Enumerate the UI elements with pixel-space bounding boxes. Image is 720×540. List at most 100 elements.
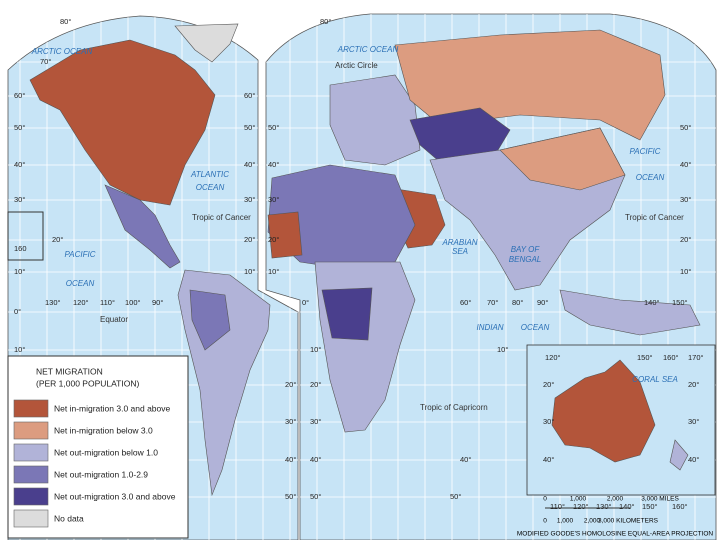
west-africa (267, 211, 303, 259)
coordinate-label: 140° (619, 502, 635, 511)
coordinate-label: 30° (285, 417, 296, 426)
coordinate-label: 90° (537, 298, 548, 307)
legend-label: No data (54, 513, 84, 523)
legend-swatch (13, 399, 49, 418)
scale-miles: 2,000 (607, 496, 624, 503)
coordinate-label: 50° (680, 123, 691, 132)
coordinate-label: 110° (550, 502, 565, 511)
coordinate-label: 150° (637, 353, 653, 362)
coordinate-label: 10° (680, 267, 691, 276)
ocean-label: PACIFIC (630, 147, 661, 156)
coordinate-label: 40° (14, 160, 25, 169)
coordinate-label: 40° (310, 455, 321, 464)
coordinate-label: 40° (285, 455, 296, 464)
legend-label: Net in-migration below 3.0 (54, 425, 153, 435)
ocean-label: OCEAN (636, 173, 665, 182)
north-america (29, 39, 216, 206)
coordinate-label: 100° (125, 298, 141, 307)
legend-swatch (13, 487, 49, 506)
coordinate-label: 150° (642, 502, 658, 511)
coordinate-label: 60° (14, 91, 25, 100)
ocean-label: ARABIAN (441, 238, 477, 247)
coordinate-label: 160° (672, 502, 688, 511)
scale-kilometers: 2,000 (584, 518, 601, 525)
coordinate-label: 40° (268, 160, 279, 169)
coordinate-label: 20° (688, 380, 699, 389)
coordinate-label: 20° (680, 235, 691, 244)
coordinate-label: 110° (100, 298, 115, 307)
coordinate-label: 90° (152, 298, 163, 307)
legend-label: Net out-migration below 1.0 (54, 447, 158, 457)
coordinate-label: 50° (14, 123, 25, 132)
coordinate-label: 10° (497, 345, 508, 354)
line-label: Tropic of Capricorn (420, 403, 488, 412)
ocean-label: ARCTIC OCEAN (31, 47, 93, 56)
coordinate-label: 80° (60, 17, 71, 26)
greenland (174, 23, 239, 63)
coordinate-label: 30° (14, 195, 25, 204)
coordinate-label: 0° (14, 307, 21, 316)
line-label: Equator (100, 315, 128, 324)
coordinate-label: 40° (460, 455, 471, 464)
ocean-label: INDIAN (476, 323, 503, 332)
coordinate-label: 0° (302, 298, 309, 307)
legend-items: Net in-migration 3.0 and above Net in-mig… (13, 399, 176, 528)
coordinate-label: 120° (73, 298, 89, 307)
ocean-label: ATLANTIC (190, 170, 229, 179)
coordinate-label: 20° (52, 235, 63, 244)
coordinate-label: 30° (688, 417, 699, 426)
legend-swatch (13, 421, 49, 440)
coordinate-label: 60° (460, 298, 471, 307)
coordinate-label: 130° (596, 502, 612, 511)
coordinate-label: 140° (644, 298, 660, 307)
coordinate-label: 50° (310, 492, 321, 501)
hawaii-inset (7, 211, 44, 261)
coordinate-label: 20° (244, 235, 255, 244)
coordinate-label: 120° (573, 502, 589, 511)
legend: NET MIGRATION (PER 1,000 POPULATION) Net… (7, 355, 189, 539)
legend-label: Net out-migration 3.0 and above (54, 491, 176, 501)
ocean-label: PACIFIC (65, 250, 96, 259)
legend-title: NET MIGRATION (36, 366, 103, 376)
scale-miles: 0 (543, 496, 547, 503)
coordinate-label: 170° (688, 353, 704, 362)
ocean-label: BAY OF (511, 245, 541, 254)
scale-miles: 1,000 (570, 496, 587, 503)
coordinate-label: 70° (40, 57, 51, 66)
china (499, 127, 626, 191)
scale-miles: 3,000 MILES (641, 496, 679, 503)
coordinate-label: 70° (487, 298, 498, 307)
coordinate-label: 10° (14, 267, 25, 276)
coordinate-label: 10° (14, 345, 25, 354)
central-africa (321, 287, 373, 341)
coordinate-label: 160 (14, 244, 27, 253)
coordinate-label: 30° (680, 195, 691, 204)
europe (329, 74, 421, 166)
coordinate-label: 10° (310, 345, 321, 354)
coordinate-label: 20° (285, 380, 296, 389)
coordinate-label: 30° (310, 417, 321, 426)
coordinate-label: 40° (543, 455, 554, 464)
coordinate-label: 40° (244, 160, 255, 169)
new-zealand (669, 439, 689, 471)
legend-swatch (13, 443, 49, 462)
coordinate-label: 80° (512, 298, 523, 307)
indonesia (559, 289, 701, 336)
coordinate-label: 50° (450, 492, 461, 501)
coordinate-label: 130° (45, 298, 61, 307)
coordinate-label: 150° (672, 298, 688, 307)
coordinate-label: 30° (244, 195, 255, 204)
coordinate-label: 40° (688, 455, 699, 464)
coordinate-label: 20° (268, 235, 279, 244)
legend-swatch (13, 465, 49, 484)
projection: MODIFIED GOODE'S HOMOLOSINE EQUAL-AREA P… (517, 531, 714, 538)
ocean-label: OCEAN (66, 279, 95, 288)
central-america (104, 184, 181, 269)
coordinate-label: 50° (285, 492, 296, 501)
scale-kilometers: 3,000 KILOMETERS (598, 518, 659, 525)
line-label: Arctic Circle (335, 61, 378, 70)
coordinate-label: 10° (268, 267, 279, 276)
legend-subtitle: (PER 1,000 POPULATION) (36, 378, 139, 388)
